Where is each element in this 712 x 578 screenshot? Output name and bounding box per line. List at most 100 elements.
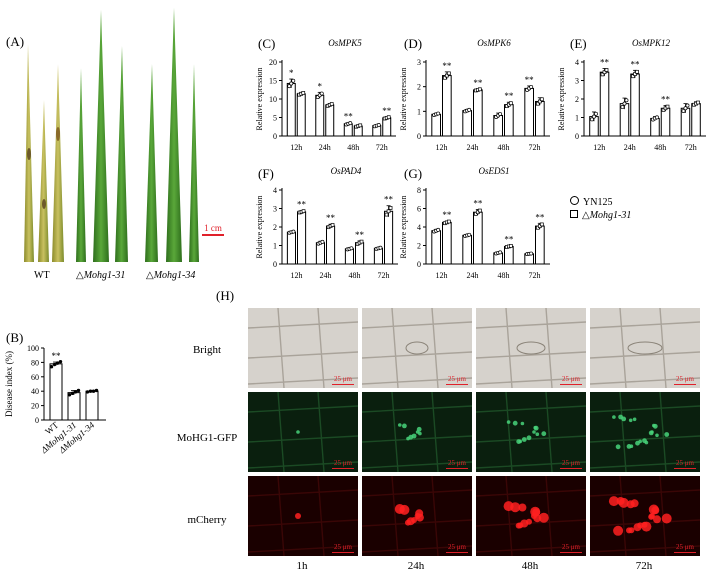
x-tick-label: 72h <box>378 271 390 280</box>
data-point <box>386 209 391 214</box>
x-tick-label: 48h <box>654 143 666 152</box>
legend-item-mohg1-31: △Mohg1-31 <box>570 210 631 221</box>
data-point <box>529 251 534 256</box>
data-point <box>508 244 513 248</box>
micrograph-content <box>476 308 586 388</box>
y-tick-label: 1 <box>417 107 421 116</box>
data-point <box>301 209 306 214</box>
y-tick-label: 2 <box>273 223 277 232</box>
micrograph-gfp-48h: 25 μm <box>476 392 586 472</box>
micrograph-mcherry-1h: 25 μm <box>248 476 358 556</box>
data-point <box>291 229 296 234</box>
bar <box>504 104 514 137</box>
bar <box>462 110 472 137</box>
micrograph-scale-bar: 25 μm <box>674 459 696 469</box>
chart-title: OsMPK5 <box>328 38 362 48</box>
scale-bar-line <box>332 384 354 385</box>
x-tick-label: 12h <box>291 271 303 280</box>
x-tick-label: 12h <box>593 143 605 152</box>
data-point <box>384 212 389 217</box>
data-point <box>49 365 54 369</box>
data-point <box>88 389 93 393</box>
scale-bar-label: 25 μm <box>676 543 694 551</box>
micrograph-bright-1h: 25 μm <box>248 308 358 388</box>
data-point <box>477 208 482 213</box>
data-point <box>55 361 60 365</box>
y-tick-label: 0 <box>575 132 579 141</box>
y-axis-label: Relative expression <box>557 68 566 131</box>
data-point <box>287 84 292 89</box>
data-point <box>685 103 690 108</box>
data-point <box>537 99 542 104</box>
y-axis-label: Relative expression <box>399 196 408 259</box>
micrograph-scale-bar: 25 μm <box>446 459 468 469</box>
x-tick-label: 48h <box>349 271 361 280</box>
scale-bar-label: 25 μm <box>562 375 580 383</box>
data-point <box>91 389 96 393</box>
y-axis-label: Relative expression <box>399 68 408 131</box>
x-tick-label: 72h <box>685 143 697 152</box>
data-point <box>696 100 700 105</box>
data-point <box>58 359 63 364</box>
scale-bar-label: 25 μm <box>562 459 580 467</box>
label-mohg1-34: △Mohg1-34 <box>146 270 196 281</box>
data-point <box>330 223 335 227</box>
bar <box>442 221 452 265</box>
data-point <box>539 97 544 102</box>
data-point <box>85 390 90 394</box>
y-tick-label: 4 <box>273 186 277 195</box>
data-point <box>600 72 605 77</box>
bar <box>535 100 545 137</box>
row-label-bright: Bright <box>192 344 222 356</box>
chart-title: OsEDS1 <box>479 166 510 176</box>
data-point <box>388 206 393 210</box>
y-axis-label: Relative expression <box>255 68 264 131</box>
chart-oseds1: OsEDS1 0 2 4 6 8 Relative expression 12h ** 24h **… <box>399 166 550 280</box>
data-point <box>535 101 540 106</box>
row-label-gfp: MoHG1-GFP <box>176 432 238 444</box>
chart-osmpk5: OsMPK5 0 5 10 15 20 Relative expression 12h * 24h… <box>255 38 396 152</box>
micrograph-scale-bar: 25 μm <box>674 543 696 553</box>
data-point <box>73 390 78 394</box>
data-point <box>444 73 449 78</box>
scale-bar-label: 1 cm <box>204 223 222 233</box>
bar <box>691 103 701 137</box>
data-point <box>590 117 594 122</box>
time-label-24h: 24h <box>407 560 425 572</box>
y-tick-label: 2 <box>417 242 421 251</box>
significance-label: ** <box>504 235 513 245</box>
micrograph-scale-bar: 25 μm <box>332 459 354 469</box>
significance-label: ** <box>344 112 354 122</box>
y-tick-label: 20 <box>31 402 39 411</box>
significance-label: ** <box>504 91 513 101</box>
scale-bar-line <box>674 384 696 385</box>
y-tick-label: 20 <box>269 58 277 67</box>
scale-bar-line <box>560 384 582 385</box>
panel-label-b: (B) <box>6 330 24 345</box>
bar <box>431 113 441 137</box>
bar <box>442 75 452 137</box>
bar <box>660 107 671 137</box>
time-label-72h: 72h <box>635 560 653 572</box>
micrograph-content <box>590 392 700 472</box>
panel-label-g: (G) <box>404 166 423 181</box>
significance-label: * <box>318 81 323 91</box>
chart-osmpk6: OsMPK6 0 1 2 3 Relative expression 12h ** 24h ** 4… <box>399 38 550 152</box>
panel-label-c: (C) <box>258 36 276 51</box>
y-tick-label: 1 <box>273 242 277 251</box>
data-point <box>635 69 639 74</box>
y-tick-label: 80 <box>31 358 39 367</box>
y-tick-label: 2 <box>417 83 421 92</box>
scale-bar-label: 25 μm <box>334 543 352 551</box>
panel-label-e: (E) <box>570 36 587 51</box>
scale-bar-line <box>332 468 354 469</box>
x-tick-label: 24h <box>467 271 479 280</box>
y-tick-label: 4 <box>417 223 421 232</box>
micrograph-mcherry-72h: 25 μm <box>590 476 700 556</box>
data-point <box>289 81 294 86</box>
time-label-48h: 48h <box>521 560 539 572</box>
chart-osmpk12: OsMPK12 0 1 2 3 4 Relative expression 12h ** 24h *… <box>557 38 706 152</box>
data-point <box>70 391 75 396</box>
micrograph-scale-bar: 25 μm <box>332 375 354 385</box>
label-mohg1-31: △Mohg1-31 <box>76 270 126 281</box>
